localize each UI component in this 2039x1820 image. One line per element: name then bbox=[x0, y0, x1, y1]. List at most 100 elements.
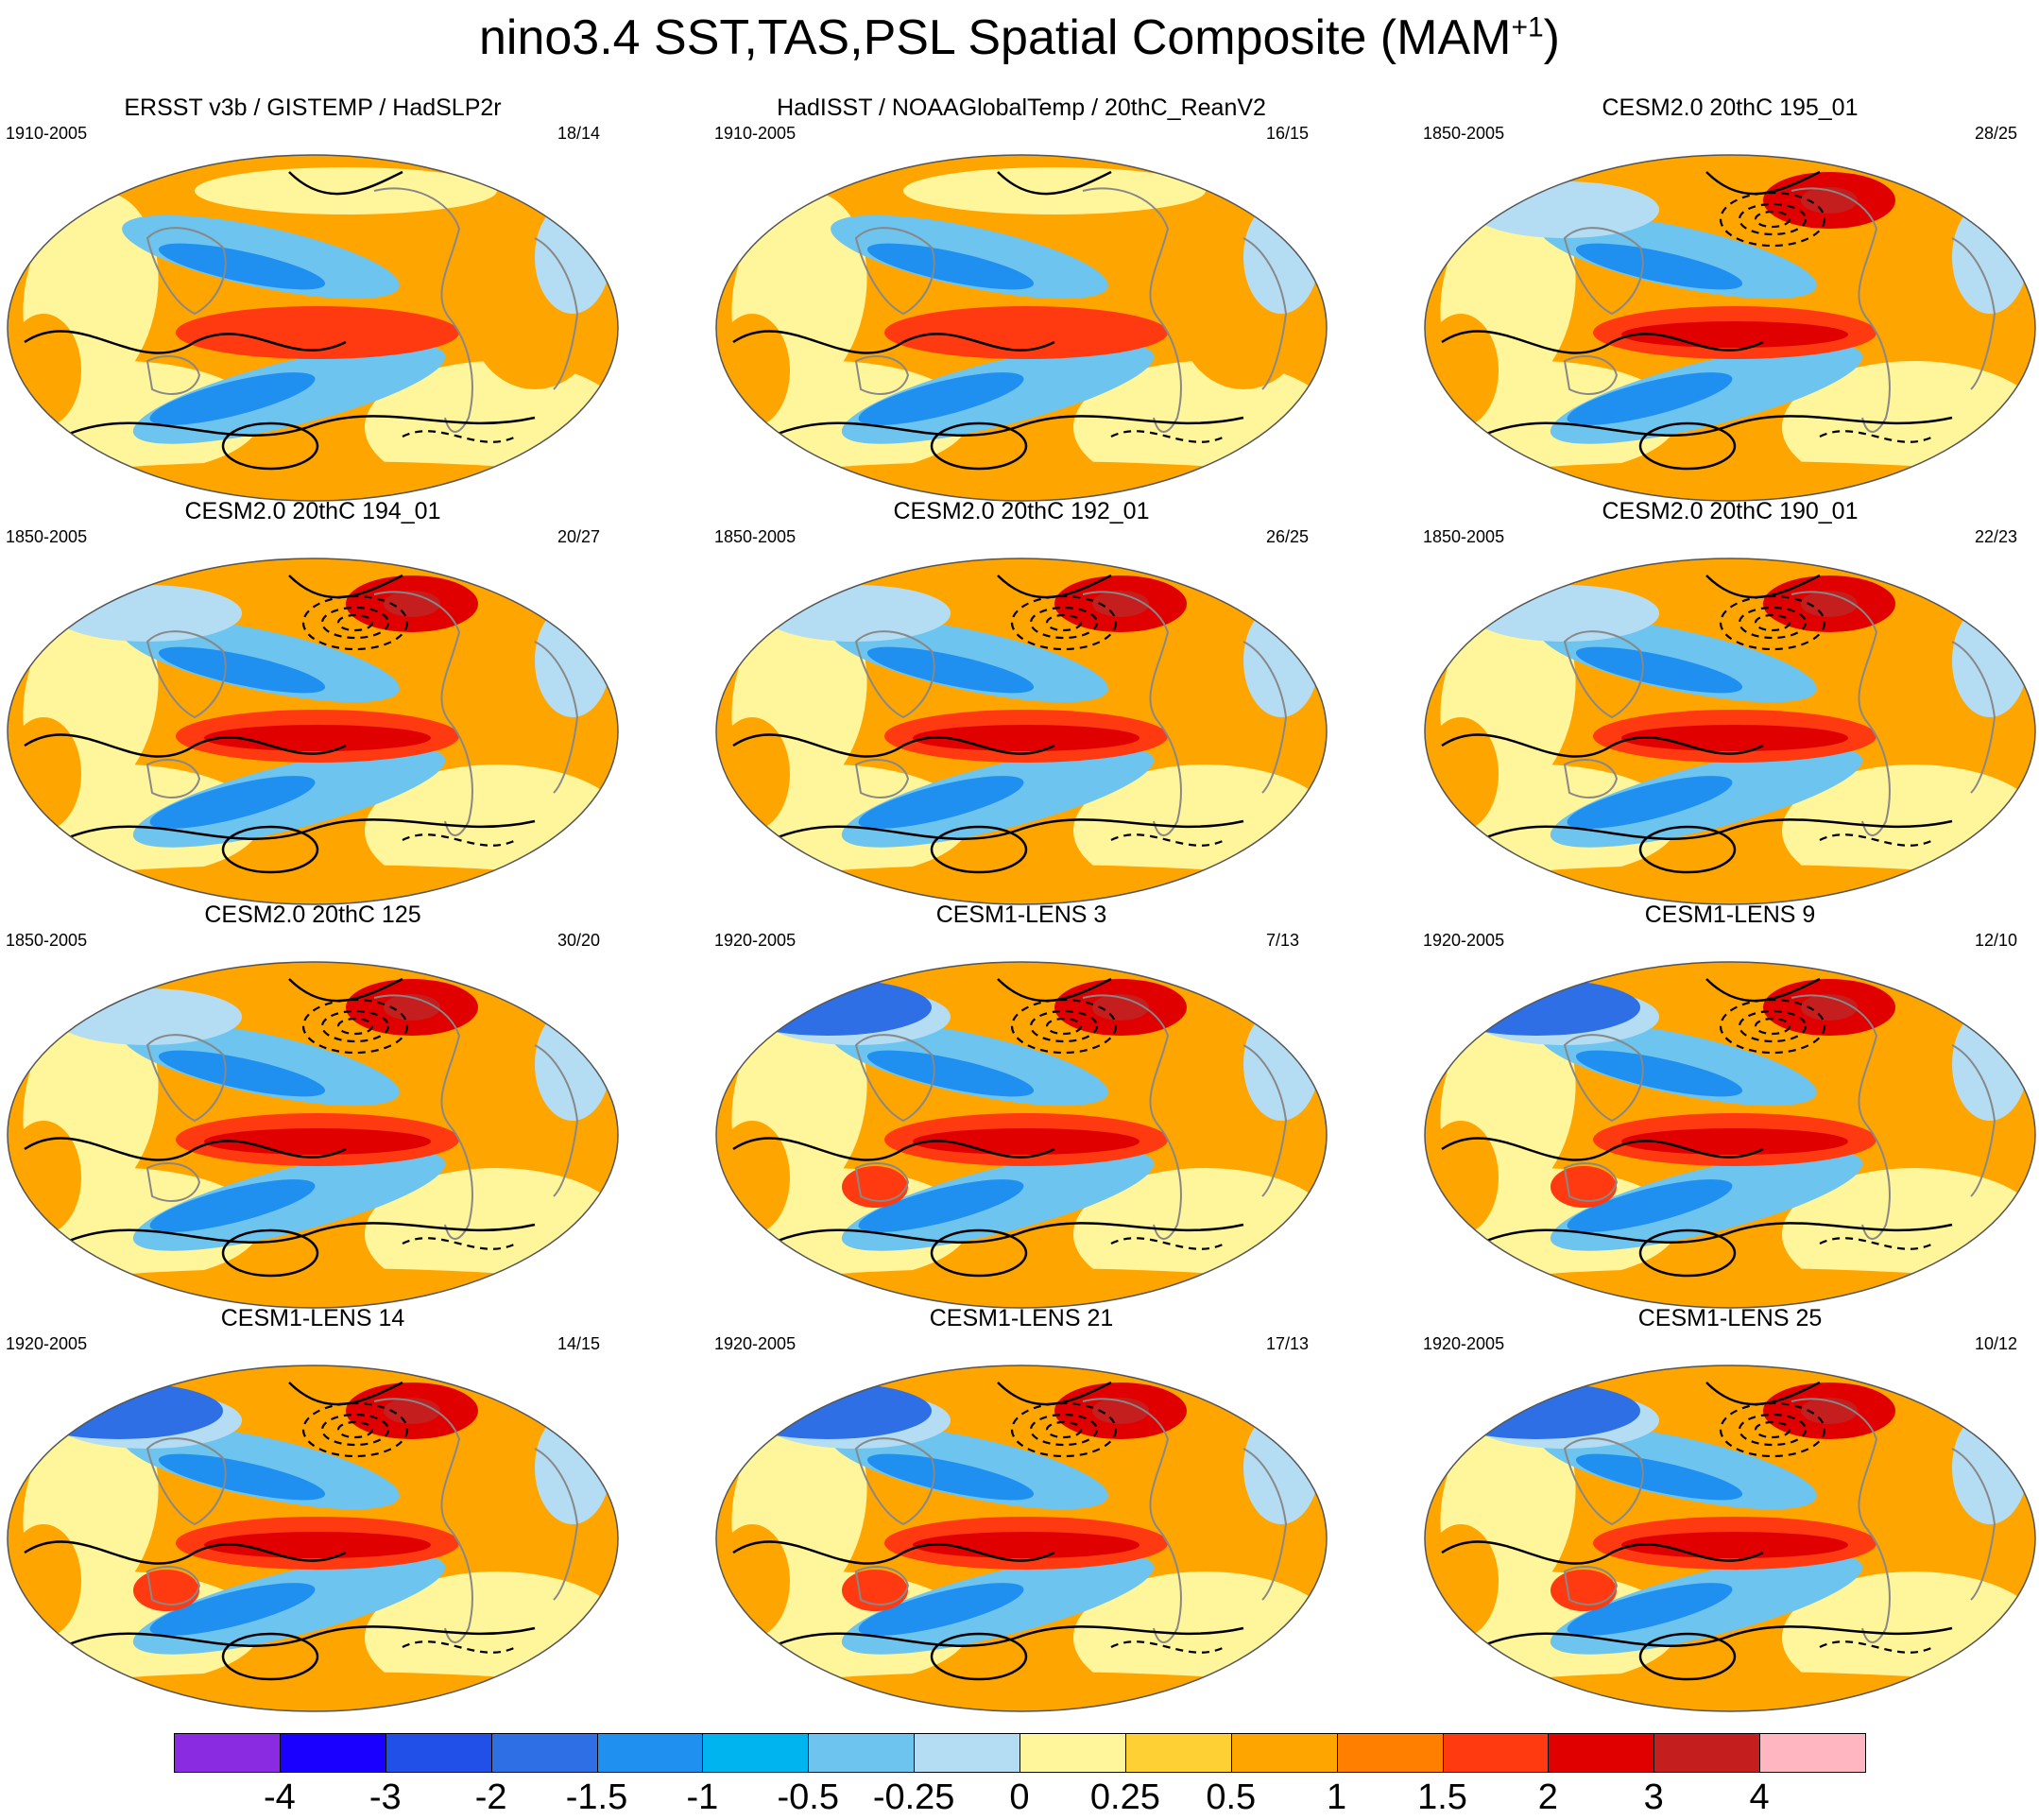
colorbar-cell bbox=[1230, 1733, 1338, 1773]
panel-period: 1850-2005 bbox=[714, 527, 797, 546]
map-panel: CESM1-LENS 14 1920-2005 14/15 bbox=[0, 1305, 667, 1712]
map-panel: CESM2.0 20thC 194_01 1850-2005 20/27 bbox=[0, 498, 667, 905]
south-pacific-cold-core bbox=[149, 372, 316, 425]
panel-period: 1850-2005 bbox=[6, 931, 88, 950]
contour-line bbox=[997, 170, 1112, 196]
colorbar-cell bbox=[1548, 1733, 1655, 1773]
negative-contours bbox=[1719, 1401, 1934, 1654]
australia-coast bbox=[1563, 1566, 1619, 1605]
eurasia-cool-zone bbox=[53, 585, 242, 642]
panel-event-count: 17/13 bbox=[1266, 1334, 1310, 1353]
map-outline bbox=[7, 961, 619, 1309]
dashed-contour-ring bbox=[336, 613, 374, 632]
contour-line bbox=[24, 1137, 347, 1161]
colorbar-cell bbox=[596, 1733, 704, 1773]
colorbar-tick-label: 0.5 bbox=[1206, 1777, 1257, 1817]
southern-ocean-band bbox=[1451, 1672, 2018, 1711]
north-atlantic-cool-zone bbox=[535, 1411, 610, 1524]
equatorial-hot-core bbox=[1621, 1532, 1848, 1558]
contour-ring bbox=[930, 1632, 1028, 1681]
dashed-contour-ring bbox=[1029, 606, 1099, 640]
map-panel: CESM2.0 20thC 192_01 1850-2005 26/25 bbox=[709, 498, 1376, 905]
dashed-contour-line bbox=[402, 430, 517, 443]
australia-coast bbox=[146, 1566, 201, 1605]
contour-line bbox=[288, 574, 403, 599]
contour-line bbox=[288, 1381, 403, 1406]
australia-coast bbox=[854, 1566, 910, 1605]
composite-map bbox=[7, 961, 619, 1309]
panel-period: 1920-2005 bbox=[1423, 1334, 1505, 1353]
colorbar bbox=[174, 1733, 1866, 1775]
field-layer bbox=[716, 1365, 1327, 1711]
dashed-contour-line bbox=[1819, 1237, 1934, 1250]
map-panel: CESM1-LENS 21 1920-2005 17/13 bbox=[709, 1305, 1376, 1712]
south-pacific-cold-core bbox=[1567, 1583, 1733, 1636]
composite-map bbox=[7, 1365, 619, 1712]
field-layer bbox=[8, 1365, 618, 1711]
africa-coast bbox=[534, 237, 579, 390]
panel-title: CESM2.0 20thC 125 bbox=[204, 901, 421, 928]
equatorial-hot-core bbox=[204, 1128, 431, 1155]
composite-map bbox=[1424, 154, 2036, 502]
dashed-contour-ring bbox=[1010, 594, 1118, 651]
north-pacific-cold-core bbox=[866, 1453, 1035, 1501]
colorbar-tick-label: -1.5 bbox=[565, 1777, 628, 1817]
field-layer bbox=[1425, 155, 2035, 501]
contour-line bbox=[1479, 1222, 1953, 1245]
dashed-contour-line bbox=[1110, 1640, 1225, 1654]
contour-line bbox=[1479, 818, 1953, 842]
negative-contours bbox=[301, 1401, 517, 1654]
asia-coast bbox=[854, 1034, 935, 1123]
australia-coast bbox=[1563, 1162, 1619, 1202]
figure-title-closing: ) bbox=[1543, 10, 1560, 65]
south-pacific-cold-core bbox=[858, 1583, 1024, 1636]
dashed-contour-ring bbox=[1010, 998, 1118, 1055]
dashed-contour-ring bbox=[1010, 1401, 1118, 1458]
dashed-contour-line bbox=[402, 1237, 517, 1250]
dashed-contour-line bbox=[1110, 1237, 1225, 1250]
dashed-contour-line bbox=[1110, 833, 1225, 847]
equatorial-hot-core bbox=[1621, 1128, 1848, 1155]
dashed-contour-ring bbox=[1045, 1420, 1083, 1439]
map-outline bbox=[7, 558, 619, 905]
contour-line bbox=[1441, 733, 1764, 758]
map-outline bbox=[1424, 961, 2036, 1309]
north-atlantic-cool-zone bbox=[1952, 200, 2028, 314]
north-pacific-cold-core bbox=[1575, 243, 1743, 290]
contour-ring bbox=[930, 825, 1028, 874]
field-layer bbox=[716, 155, 1327, 501]
north-atlantic-cool-zone bbox=[1243, 1007, 1319, 1121]
equatorial-hot-core bbox=[204, 725, 431, 751]
contour-line bbox=[997, 977, 1112, 1003]
dashed-contour-ring bbox=[320, 1009, 390, 1043]
panel-period: 1910-2005 bbox=[714, 124, 797, 143]
north-atlantic-cool-zone bbox=[1952, 1007, 2028, 1121]
contour-line bbox=[770, 818, 1244, 842]
colorbar-tick-label: 0.25 bbox=[1089, 1777, 1160, 1817]
composite-map bbox=[715, 1365, 1328, 1712]
eurasia-cool-zone bbox=[762, 585, 951, 642]
dashed-contour-ring bbox=[336, 1017, 374, 1036]
map-outline bbox=[1424, 154, 2036, 502]
equatorial-warm-tongue bbox=[176, 306, 459, 359]
dashed-contour-line bbox=[402, 833, 517, 847]
contour-line bbox=[61, 818, 536, 842]
panel-event-count: 10/12 bbox=[1975, 1334, 2018, 1353]
panel-event-count: 26/25 bbox=[1266, 527, 1310, 546]
panel-period: 1920-2005 bbox=[6, 1334, 88, 1353]
pressure-contours bbox=[24, 1381, 536, 1681]
contour-line bbox=[24, 330, 347, 354]
pressure-contours bbox=[24, 170, 536, 471]
north-pacific-cold-core bbox=[1575, 646, 1743, 694]
equatorial-hot-core bbox=[913, 1128, 1139, 1155]
panel-event-count: 28/25 bbox=[1975, 124, 2018, 143]
panel-title: CESM2.0 20thC 190_01 bbox=[1602, 498, 1859, 524]
contour-ring bbox=[221, 825, 319, 874]
pressure-contours bbox=[732, 1381, 1244, 1681]
colorbar-cell bbox=[174, 1733, 281, 1773]
south-pacific-cold-core bbox=[149, 776, 316, 829]
australia-coast bbox=[146, 1162, 201, 1202]
north-pacific-cold-core bbox=[158, 243, 326, 290]
pressure-contours bbox=[1441, 170, 1953, 471]
contour-ring bbox=[1638, 421, 1737, 471]
